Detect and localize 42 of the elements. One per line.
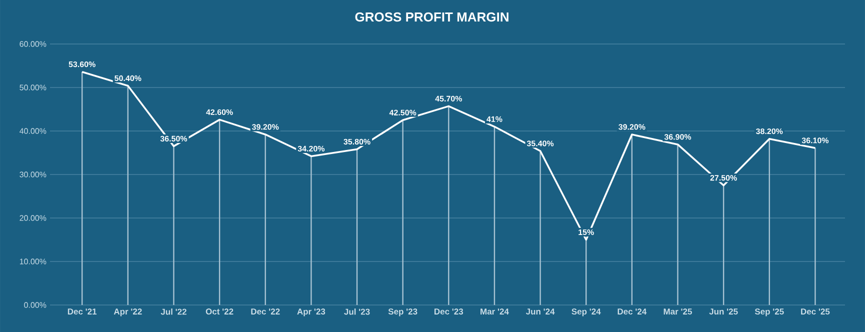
- x-tick-label: Mar '24: [480, 308, 509, 315]
- data-label: 39.20%: [252, 124, 279, 130]
- x-tick-label: Dec '21: [68, 308, 97, 315]
- x-tick-label: Dec '25: [801, 308, 830, 315]
- x-tick-label: Jul '23: [344, 308, 370, 315]
- data-label: 53.60%: [68, 61, 96, 68]
- data-label: 38.20%: [756, 128, 783, 134]
- data-label: 45.70%: [435, 96, 462, 102]
- y-tick-label: 30.00%: [20, 172, 46, 178]
- x-tick-label: Dec '22: [251, 308, 280, 315]
- y-tick-label: 60.00%: [20, 41, 46, 47]
- data-label: 27.50%: [710, 175, 737, 181]
- x-tick-label: Dec '24: [618, 308, 647, 315]
- x-tick-label: Sep '23: [388, 308, 418, 316]
- x-tick-label: Sep '24: [572, 308, 601, 316]
- data-label: 36.10%: [802, 138, 829, 144]
- data-label: 50.40%: [114, 75, 142, 82]
- x-tick-label: Dec '23: [434, 308, 464, 315]
- x-tick-label: Apr '22: [114, 308, 142, 316]
- data-label: 36.50%: [160, 136, 188, 142]
- y-tick-label: 50.00%: [20, 84, 46, 90]
- x-tick-label: Jul '22: [160, 308, 186, 315]
- chart-title: GROSS PROFIT MARGIN: [355, 12, 508, 22]
- data-label: 42.60%: [206, 109, 233, 115]
- x-tick-label: Apr '23: [297, 308, 326, 316]
- x-tick-label: Jun '24: [526, 308, 555, 315]
- data-label: 41%: [486, 116, 502, 122]
- y-tick-label: 40.00%: [20, 128, 46, 134]
- x-tick-label: Mar '25: [664, 308, 692, 315]
- data-label: 36.90%: [664, 134, 692, 140]
- y-tick-label: 0.00%: [24, 302, 46, 308]
- data-label: 34.20%: [298, 146, 325, 152]
- x-tick-label: Sep '25: [754, 308, 784, 316]
- x-tick-label: Oct '22: [206, 308, 234, 315]
- y-tick-label: 20.00%: [20, 215, 46, 221]
- data-label: 39.20%: [618, 124, 646, 130]
- x-tick-label: Jun '25: [709, 308, 738, 315]
- data-label: 15%: [578, 229, 594, 236]
- data-label: 35.80%: [344, 138, 370, 145]
- data-label: 35.40%: [526, 140, 554, 146]
- y-tick-label: 10.00%: [20, 258, 46, 264]
- data-label: 42.50%: [389, 110, 416, 116]
